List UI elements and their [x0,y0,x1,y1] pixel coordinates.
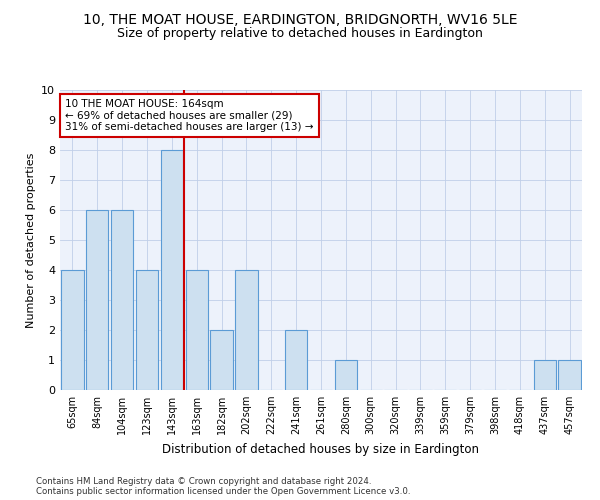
Bar [136,270,158,390]
Bar [559,360,581,390]
Y-axis label: Number of detached properties: Number of detached properties [26,152,35,328]
Bar [211,330,233,390]
Bar [161,150,183,390]
Bar [235,270,257,390]
Bar [185,270,208,390]
Text: 10 THE MOAT HOUSE: 164sqm
← 69% of detached houses are smaller (29)
31% of semi-: 10 THE MOAT HOUSE: 164sqm ← 69% of detac… [65,99,314,132]
Text: Contains public sector information licensed under the Open Government Licence v3: Contains public sector information licen… [36,488,410,496]
Bar [285,330,307,390]
Text: Contains HM Land Registry data © Crown copyright and database right 2024.: Contains HM Land Registry data © Crown c… [36,478,371,486]
Text: Size of property relative to detached houses in Eardington: Size of property relative to detached ho… [117,28,483,40]
Bar [61,270,83,390]
Bar [86,210,109,390]
Text: Distribution of detached houses by size in Eardington: Distribution of detached houses by size … [163,442,479,456]
Text: 10, THE MOAT HOUSE, EARDINGTON, BRIDGNORTH, WV16 5LE: 10, THE MOAT HOUSE, EARDINGTON, BRIDGNOR… [83,12,517,26]
Bar [335,360,357,390]
Bar [533,360,556,390]
Bar [111,210,133,390]
